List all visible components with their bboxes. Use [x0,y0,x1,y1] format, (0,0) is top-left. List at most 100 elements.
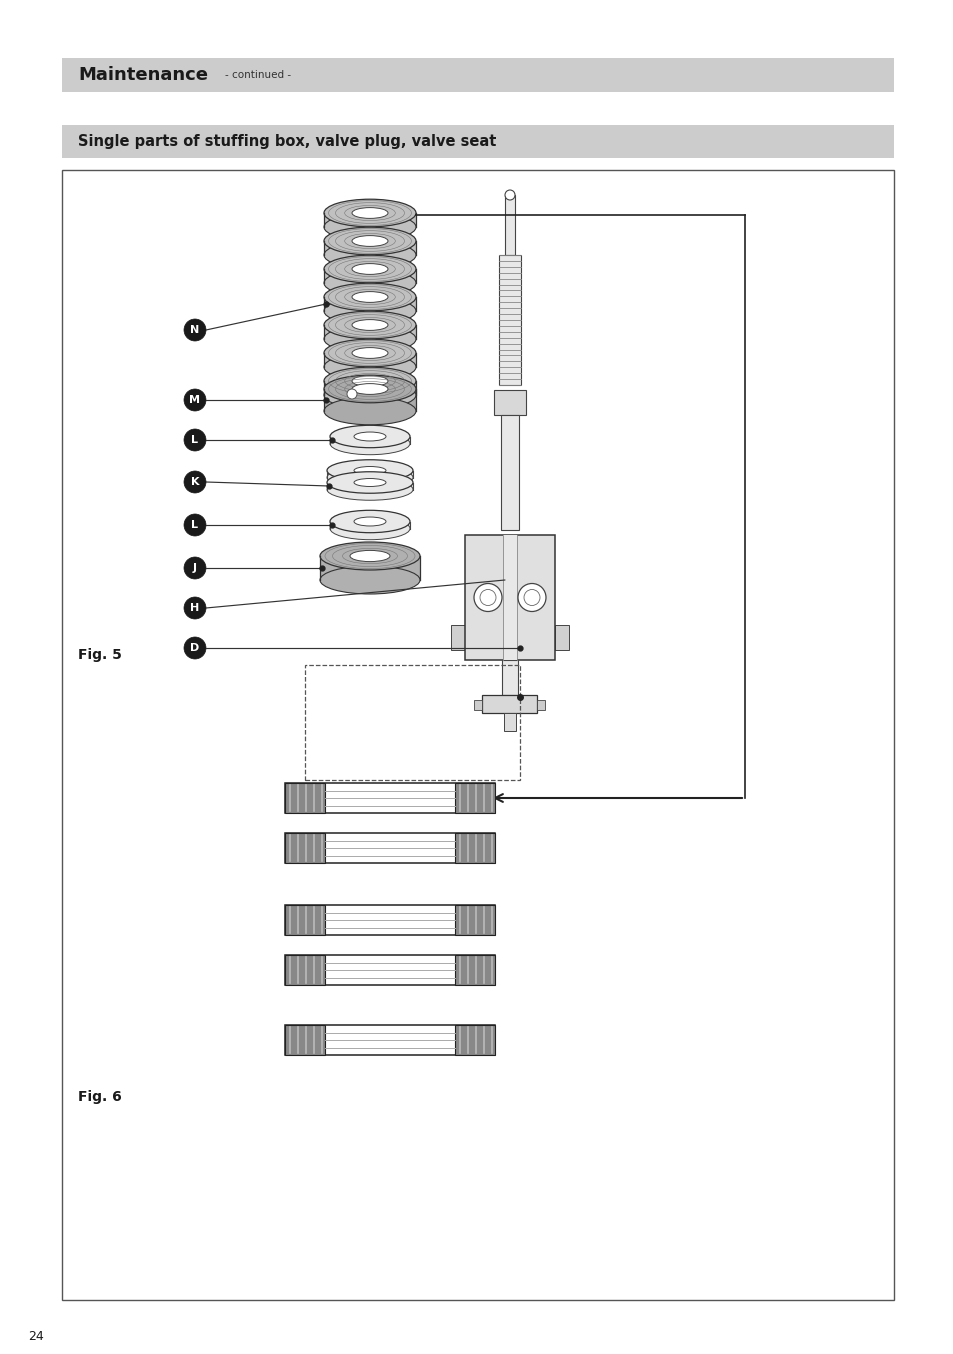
Ellipse shape [324,255,416,283]
Bar [455,1025,495,1055]
Bar [62,58,893,92]
Bar [327,470,413,478]
Ellipse shape [327,479,413,500]
Ellipse shape [327,467,413,489]
Bar [537,700,545,709]
Ellipse shape [324,213,416,241]
Ellipse shape [324,241,416,269]
Ellipse shape [327,460,413,481]
Ellipse shape [324,397,416,425]
Ellipse shape [324,297,416,325]
Ellipse shape [324,227,416,255]
Circle shape [184,515,206,536]
Bar [324,297,416,311]
Bar [327,482,413,490]
Bar [62,171,893,1300]
Circle shape [184,556,206,580]
Ellipse shape [352,264,388,275]
Ellipse shape [324,199,416,227]
Text: K: K [191,477,199,487]
Ellipse shape [330,425,410,448]
Bar [494,390,525,414]
Ellipse shape [324,311,416,338]
Ellipse shape [330,517,410,540]
Ellipse shape [352,320,388,330]
Bar [500,414,518,529]
Text: D: D [191,643,199,653]
Ellipse shape [352,236,388,246]
Bar [324,269,416,283]
Ellipse shape [354,478,386,486]
Circle shape [347,389,356,399]
Circle shape [504,190,515,200]
Ellipse shape [319,542,419,570]
Bar [285,904,325,936]
Ellipse shape [354,517,386,525]
Ellipse shape [352,291,388,302]
Circle shape [474,584,501,612]
Ellipse shape [319,566,419,594]
Text: Single parts of stuffing box, valve plug, valve seat: Single parts of stuffing box, valve plug… [78,134,496,149]
Bar [330,521,410,528]
Bar [324,380,416,395]
Bar [285,833,325,862]
Circle shape [184,320,206,341]
Bar [474,700,482,709]
Bar [319,556,419,580]
Ellipse shape [324,283,416,311]
Text: M: M [190,395,200,405]
Circle shape [184,636,206,659]
Bar [305,665,519,780]
Ellipse shape [324,353,416,380]
Circle shape [184,597,206,619]
Bar [455,955,495,984]
Text: - continued -: - continued - [225,70,291,80]
Bar [501,659,517,695]
Bar [285,955,495,984]
Bar [498,255,520,385]
Text: Fig. 6: Fig. 6 [78,1090,122,1104]
Bar [451,626,464,650]
Ellipse shape [324,340,416,367]
Text: 24: 24 [28,1330,44,1343]
Ellipse shape [352,375,388,386]
Bar [555,626,568,650]
Ellipse shape [324,375,416,402]
Ellipse shape [327,471,413,493]
Circle shape [517,584,545,612]
Bar [285,1025,325,1055]
Ellipse shape [324,325,416,353]
Ellipse shape [330,432,410,455]
Text: J: J [193,563,196,573]
Bar [285,833,495,862]
Text: L: L [192,520,198,529]
Circle shape [184,389,206,412]
Bar [285,1025,495,1055]
Bar [503,714,516,731]
Bar [464,535,555,659]
Bar [502,535,517,659]
Text: L: L [192,435,198,445]
Ellipse shape [324,367,416,395]
Ellipse shape [330,510,410,532]
Bar [285,904,495,936]
Bar [330,436,410,444]
Bar [324,213,416,227]
Ellipse shape [354,467,386,474]
Bar [455,904,495,936]
Ellipse shape [324,382,416,409]
Bar [62,125,893,158]
Bar [482,695,537,714]
Bar [324,389,416,412]
Circle shape [184,471,206,493]
Text: Maintenance: Maintenance [78,66,208,84]
Ellipse shape [354,432,386,441]
Bar [455,833,495,862]
Bar [455,783,495,812]
Ellipse shape [324,269,416,297]
Bar [285,955,325,984]
Bar [285,783,495,812]
Bar [324,241,416,255]
Text: N: N [191,325,199,334]
Bar [324,325,416,338]
